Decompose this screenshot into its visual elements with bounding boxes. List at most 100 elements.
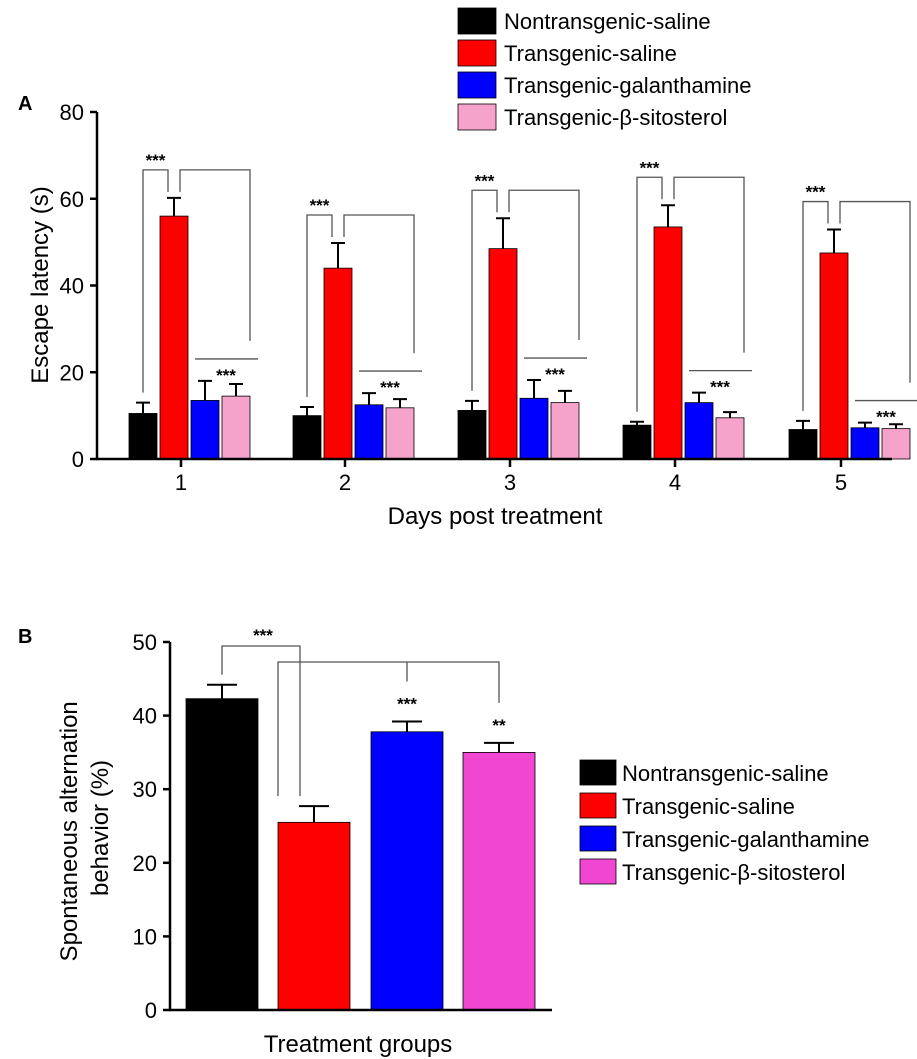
- panel-b-error-bar: [392, 720, 422, 732]
- panel-b-bar-transgenic-sitosterol: [462, 752, 536, 1011]
- panel-a-legend-label: Transgenic-β-sitosterol: [504, 105, 727, 130]
- panel-a-bracket-right: [179, 169, 251, 341]
- panel-b-x-axis-label: Treatment groups: [264, 1031, 453, 1058]
- panel-b-bars: [185, 683, 536, 1011]
- panel-b-error-bar: [299, 805, 329, 823]
- panel-b-bracket-right: [277, 661, 500, 797]
- panel-a-y-axis-label: Escape latency (s): [27, 186, 54, 383]
- panel-b-error-bar: [207, 683, 237, 699]
- panel-b-y-tick-label: 0: [145, 998, 157, 1023]
- panel-a-error-bar: [796, 419, 810, 430]
- panel-a-bracket-right: [673, 176, 745, 353]
- panel-a-y-ticks: 0 20 40 60 80: [60, 100, 97, 472]
- panel-a-error-bar: [858, 421, 872, 428]
- panel-b-significance-label: **: [492, 716, 506, 735]
- panel-a-error-bar: [331, 241, 345, 269]
- panel-a-bracket-left: [802, 200, 829, 411]
- panel-a-significance-label: ***: [216, 366, 236, 385]
- panel-b-y-axis-label-line-2: behavior (%): [87, 760, 114, 896]
- panel-a-bar-transgenic-galanthamine-day-4: [684, 402, 714, 460]
- panel-b-legend-label: Nontransgenic-saline: [622, 761, 829, 786]
- panel-a-significance-label: ***: [806, 183, 826, 202]
- panel-a-bar-transgenic-sitosterol-day-5: [881, 428, 911, 460]
- panel-a-significance-label: ***: [146, 151, 166, 170]
- panel-a-legend-swatch-transgenic-saline: [457, 39, 497, 67]
- panel-a-bar-transgenic-saline-day-5: [819, 252, 849, 460]
- panel-a-significance-label: ***: [380, 378, 400, 397]
- panel-a-error-bar: [136, 401, 150, 414]
- panel-a-error-bar: [889, 423, 903, 429]
- panel-a-error-bar: [527, 379, 541, 399]
- panel-b-bracket-left: [221, 645, 301, 797]
- panel-a-x-axis-label: Days post treatment: [388, 503, 603, 530]
- panel-a-bar-transgenic-sitosterol-day-4: [715, 417, 745, 460]
- panel-a-bar-transgenic-sitosterol-day-1: [221, 395, 251, 460]
- panel-b-y-tick-label: 30: [133, 777, 157, 802]
- panel-a-bracket-left: [142, 169, 169, 393]
- panel-a-error-bar: [558, 389, 572, 403]
- panel-b-legend: Nontransgenic-saline Transgenic-saline Tra…: [579, 759, 869, 885]
- panel-a-error-bar: [198, 379, 212, 401]
- panel-a-bar-transgenic-galanthamine-day-2: [354, 404, 384, 460]
- panel-a-error-bar: [496, 217, 510, 249]
- panel-b-legend-label: Transgenic-β-sitosterol: [622, 860, 845, 885]
- panel-b-y-tick-label: 10: [133, 924, 157, 949]
- panel-a-bar-transgenic-saline-day-4: [653, 226, 683, 460]
- panel-b-error-bar: [484, 741, 514, 753]
- panel-a-letter: A: [18, 93, 32, 115]
- panel-a: A Nontransgenic-saline Transgenic-saline T…: [18, 7, 917, 530]
- panel-a-bracket-left: [306, 214, 333, 397]
- panel-a-y-tick-label: 40: [60, 274, 84, 299]
- panel-b-legend-label: Transgenic-galanthamine: [622, 827, 869, 852]
- panel-a-error-bar: [167, 196, 181, 217]
- panel-b-bar-transgenic-saline: [277, 821, 351, 1011]
- panel-b-legend-swatch-transgenic-saline: [579, 792, 617, 819]
- panel-a-error-bar: [661, 204, 675, 227]
- panel-a-legend: Nontransgenic-saline Transgenic-saline Tra…: [457, 7, 751, 131]
- panel-b-y-axis-label: Spontaneous alternation behavior (%): [56, 695, 114, 962]
- panel-a-significance-label: ***: [876, 408, 896, 427]
- panel-a-error-bar: [300, 405, 314, 416]
- panel-a-bar-nontransgenic-saline-day-3: [457, 410, 487, 460]
- panel-a-error-bar: [692, 391, 706, 403]
- panel-b: B 0 10 20 30 40 50 Spontaneous alternation be…: [18, 626, 869, 1058]
- panel-b-y-ticks: 0 10 20 30 40 50: [133, 630, 170, 1023]
- panel-a-bar-transgenic-galanthamine-day-5: [850, 427, 880, 460]
- panel-a-x-tick-label: 4: [669, 470, 681, 495]
- panel-a-error-bar: [393, 398, 407, 408]
- panel-a-significance-label: ***: [710, 378, 730, 397]
- panel-a-y-tick-label: 80: [60, 100, 84, 125]
- panel-a-bar-transgenic-saline-day-1: [159, 215, 189, 460]
- panel-a-bar-transgenic-saline-day-2: [323, 267, 353, 460]
- panel-b-significance-brackets: ********: [221, 626, 506, 797]
- panel-a-bar-nontransgenic-saline-day-1: [128, 413, 158, 460]
- panel-a-legend-label: Transgenic-saline: [504, 41, 677, 66]
- panel-b-significance-label: ***: [253, 626, 273, 645]
- panel-a-significance-brackets: *** *** *** *** *** *** *** *** *** ***: [142, 151, 917, 427]
- panel-b-legend-swatch-transgenic-galanthamine: [579, 825, 617, 852]
- panel-a-error-bar: [362, 392, 376, 405]
- panel-a-bar-nontransgenic-saline-day-5: [788, 429, 818, 460]
- panel-a-x-ticks: 1 2 3 4 5: [175, 459, 847, 495]
- panel-b-legend-swatch-transgenic-sitosterol: [579, 858, 617, 885]
- panel-a-bracket-right: [839, 200, 911, 383]
- panel-a-x-tick-label: 5: [835, 470, 847, 495]
- panel-a-y-tick-label: 0: [72, 447, 84, 472]
- panel-b-legend-swatch-nontransgenic-saline: [579, 759, 617, 786]
- panel-a-bar-transgenic-galanthamine-day-1: [190, 400, 220, 460]
- panel-a-bracket-right: [343, 214, 415, 354]
- panel-a-bracket-right: [508, 189, 580, 341]
- panel-a-y-tick-label: 60: [60, 187, 84, 212]
- panel-b-y-tick-label: 40: [133, 704, 157, 729]
- panel-a-bar-transgenic-saline-day-3: [488, 248, 518, 460]
- panel-a-y-tick-label: 20: [60, 360, 84, 385]
- panel-a-significance-label: ***: [545, 365, 565, 384]
- panel-a-bar-transgenic-galanthamine-day-3: [519, 397, 549, 460]
- panel-a-legend-swatch-nontransgenic-saline: [457, 7, 497, 35]
- panel-a-error-bar: [229, 382, 243, 397]
- panel-a-legend-label: Transgenic-galanthamine: [504, 73, 751, 98]
- panel-a-bar-nontransgenic-saline-day-2: [292, 415, 322, 460]
- panel-a-legend-swatch-transgenic-sitosterol: [457, 103, 497, 131]
- panel-a-x-tick-label: 2: [339, 470, 351, 495]
